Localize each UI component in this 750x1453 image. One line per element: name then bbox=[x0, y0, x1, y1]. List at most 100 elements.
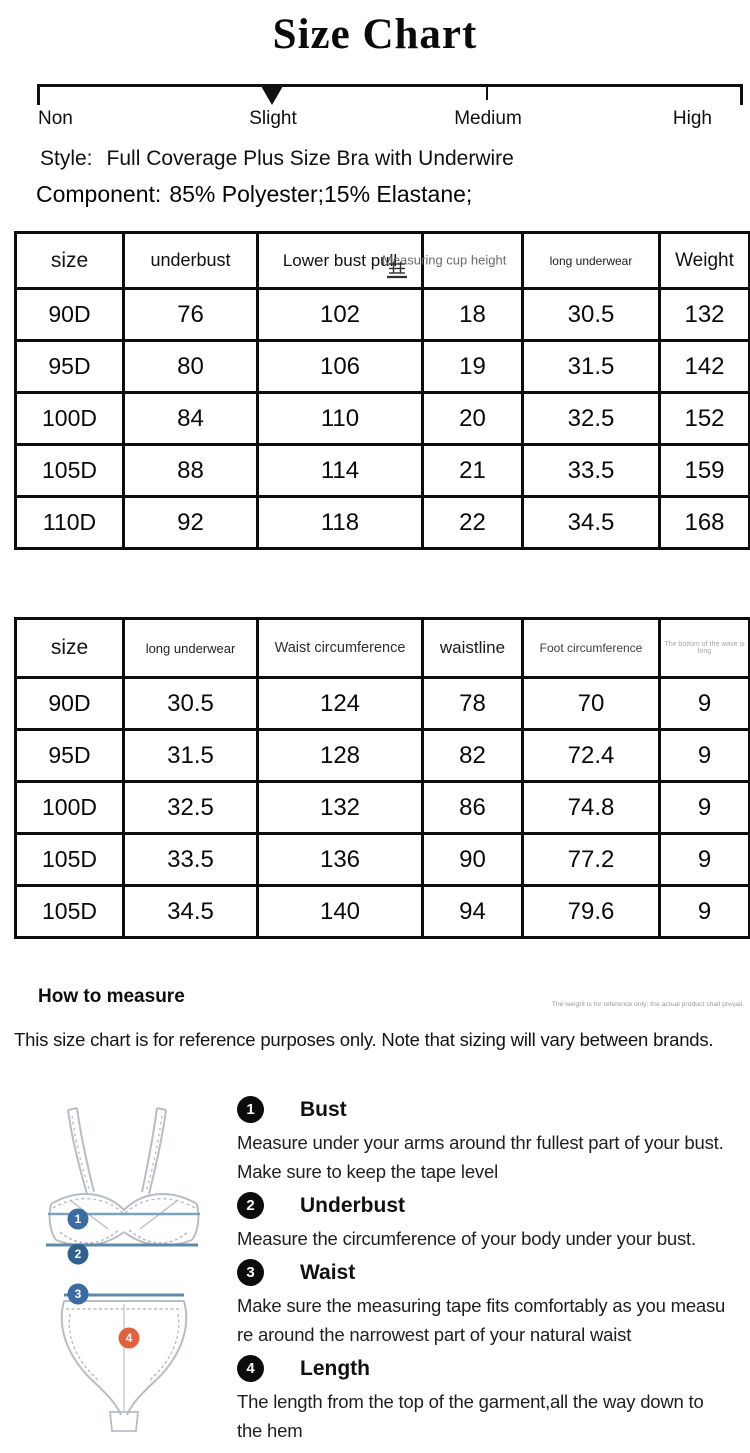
step-number-badge: 3 bbox=[237, 1259, 264, 1286]
value-cell: 90 bbox=[421, 832, 524, 887]
column-header-long-underwear: long underwear bbox=[122, 617, 259, 679]
step-number-badge: 4 bbox=[237, 1355, 264, 1382]
instruction-step-length: 4 Length The length from the top of the … bbox=[237, 1355, 750, 1445]
value-cell: 9 bbox=[658, 780, 750, 835]
style-line: Style: Full Coverage Plus Size Bra with U… bbox=[40, 147, 514, 171]
scale-bar bbox=[37, 84, 743, 87]
marker-1-bust: 1 bbox=[67, 1208, 89, 1230]
step-title: Underbust bbox=[300, 1193, 405, 1217]
watermark-glyph-icon bbox=[387, 262, 407, 279]
value-cell: 9 bbox=[658, 884, 750, 939]
value-cell: 18 bbox=[421, 287, 524, 342]
step-title: Length bbox=[300, 1356, 370, 1380]
value-cell: 140 bbox=[256, 884, 424, 939]
svg-text:4: 4 bbox=[126, 1331, 133, 1345]
value-cell: 88 bbox=[122, 443, 259, 498]
step-text: the hem bbox=[237, 1420, 303, 1441]
column-header-foot-circumference: Foot circumference bbox=[521, 617, 661, 679]
svg-text:2: 2 bbox=[75, 1247, 82, 1261]
page-title: Size Chart bbox=[272, 11, 478, 58]
instruction-step-underbust: 2 Underbust Measure the circumference of… bbox=[237, 1192, 750, 1253]
column-header-bottom-wave-length: The bottom of the wave is long bbox=[658, 617, 750, 679]
value-cell: 106 bbox=[256, 339, 424, 394]
value-cell: 9 bbox=[658, 676, 750, 731]
column-header-size: size bbox=[14, 231, 125, 290]
size-cell: 90D bbox=[14, 676, 125, 731]
svg-text:1: 1 bbox=[75, 1212, 82, 1226]
value-cell: 33.5 bbox=[521, 443, 661, 498]
value-cell: 77.2 bbox=[521, 832, 661, 887]
value-cell: 152 bbox=[658, 391, 750, 446]
table-header-row: size long underwear Waist circumference … bbox=[14, 617, 750, 679]
value-cell: 86 bbox=[421, 780, 524, 835]
scale-label-non: Non bbox=[38, 108, 73, 129]
column-header-long-underwear: long underwear bbox=[521, 231, 661, 290]
value-cell: 136 bbox=[256, 832, 424, 887]
step-number-badge: 1 bbox=[237, 1096, 264, 1123]
size-cell: 110D bbox=[14, 495, 125, 550]
value-cell: 32.5 bbox=[122, 780, 259, 835]
step-text: Make sure to keep the tape level bbox=[237, 1161, 498, 1182]
value-cell: 72.4 bbox=[521, 728, 661, 783]
scale-tick-medium bbox=[486, 84, 488, 100]
marker-3-waist: 3 bbox=[67, 1283, 89, 1305]
value-cell: 34.5 bbox=[521, 495, 661, 550]
how-to-measure-heading: How to measure bbox=[38, 986, 185, 1007]
column-header-lower-bust-pull: Lower bust pull bbox=[256, 231, 424, 290]
value-cell: 19 bbox=[421, 339, 524, 394]
value-cell: 102 bbox=[256, 287, 424, 342]
weight-disclaimer: The weight is for reference only; the ac… bbox=[551, 1001, 744, 1008]
lingerie-measurement-figure: 1 2 3 4 bbox=[46, 1107, 200, 1432]
column-header-weight: Weight bbox=[658, 231, 750, 290]
component-label: Component: bbox=[36, 181, 162, 207]
value-cell: 30.5 bbox=[122, 676, 259, 731]
value-cell: 132 bbox=[256, 780, 424, 835]
instruction-step-bust: 1 Bust Measure under your arms around th… bbox=[237, 1096, 750, 1186]
table-row: 105D 33.5 136 90 77.2 9 bbox=[14, 832, 750, 887]
value-cell: 31.5 bbox=[521, 339, 661, 394]
step-text: Measure the circumference of your body u… bbox=[237, 1228, 696, 1249]
table-row: 90D 76 102 18 30.5 132 bbox=[14, 287, 750, 342]
measuring-instructions: 1 Bust Measure under your arms around th… bbox=[237, 1086, 750, 1445]
scale-label-high: High bbox=[672, 108, 712, 129]
value-cell: 94 bbox=[421, 884, 524, 939]
size-cell: 90D bbox=[14, 287, 125, 342]
bra-size-table: size underbust Lower bust pull Measuring… bbox=[14, 231, 750, 550]
step-title: Waist bbox=[300, 1260, 356, 1284]
instruction-step-waist: 3 Waist Make sure the measuring tape fit… bbox=[237, 1259, 750, 1349]
scale-tick-right bbox=[740, 84, 743, 105]
value-cell: 92 bbox=[122, 495, 259, 550]
value-cell: 79.6 bbox=[521, 884, 661, 939]
value-cell: 76 bbox=[122, 287, 259, 342]
value-cell: 84 bbox=[122, 391, 259, 446]
component-line: Component: 85% Polyester;15% Elastane; bbox=[36, 181, 472, 208]
column-header-measuring-cup-height: Measuring cup height bbox=[382, 231, 524, 290]
table-row: 105D 34.5 140 94 79.6 9 bbox=[14, 884, 750, 939]
size-cell: 105D bbox=[14, 443, 125, 498]
value-cell: 118 bbox=[256, 495, 424, 550]
size-cell: 105D bbox=[14, 884, 125, 939]
table-row: 90D 30.5 124 78 70 9 bbox=[14, 676, 750, 731]
pointer-triangle-icon bbox=[261, 86, 283, 105]
value-cell: 159 bbox=[658, 443, 750, 498]
table-row: 110D 92 118 22 34.5 168 bbox=[14, 495, 750, 550]
value-cell: 9 bbox=[658, 832, 750, 887]
bottom-size-table: size long underwear Waist circumference … bbox=[14, 617, 750, 939]
table-row: 100D 84 110 20 32.5 152 bbox=[14, 391, 750, 446]
value-cell: 22 bbox=[421, 495, 524, 550]
step-text: Measure under your arms around thr fulle… bbox=[237, 1132, 724, 1153]
marker-2-underbust: 2 bbox=[67, 1243, 89, 1265]
column-header-cup-text: Measuring cup height bbox=[382, 251, 507, 267]
column-header-size: size bbox=[14, 617, 125, 679]
scale-tick-left bbox=[37, 84, 40, 105]
step-text: re around the narrowest part of your nat… bbox=[237, 1324, 632, 1345]
size-cell: 100D bbox=[14, 391, 125, 446]
scale-label-medium: Medium bbox=[454, 108, 522, 129]
value-cell: 74.8 bbox=[521, 780, 661, 835]
reference-note: This size chart is for reference purpose… bbox=[14, 1029, 714, 1050]
value-cell: 34.5 bbox=[122, 884, 259, 939]
column-header-waist-circumference: Waist circumference bbox=[256, 617, 424, 679]
value-cell: 70 bbox=[521, 676, 661, 731]
table-row: 95D 31.5 128 82 72.4 9 bbox=[14, 728, 750, 783]
value-cell: 114 bbox=[256, 443, 424, 498]
